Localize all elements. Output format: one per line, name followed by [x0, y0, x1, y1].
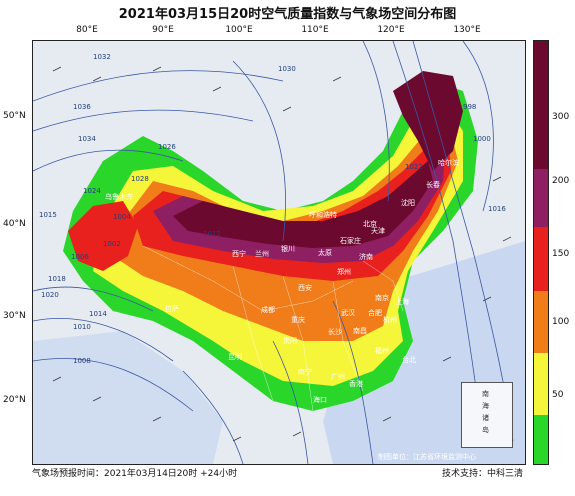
- isobar-label: 998: [463, 103, 476, 111]
- inset-label: 诸: [482, 414, 489, 422]
- city-label: 哈尔滨: [438, 158, 459, 167]
- city-label: 南昌: [353, 326, 367, 335]
- lon-tick: 120°E: [377, 25, 405, 35]
- city-label: 广州: [331, 372, 345, 381]
- lat-tick: 20°N: [3, 395, 26, 405]
- isobar-label: 1032: [93, 53, 111, 61]
- isobar-label: 1026: [158, 143, 176, 151]
- inset-label: 海: [482, 402, 489, 410]
- isobar-label: 1010: [73, 323, 91, 331]
- legend-label: 150: [552, 249, 570, 259]
- city-label: 石家庄: [340, 236, 361, 245]
- legend-label: 100: [552, 317, 570, 327]
- legend-segment-maroon: [534, 41, 548, 169]
- bay-of-bengal: [33, 331, 223, 464]
- city-label: 武汉: [341, 308, 355, 317]
- city-label: 太原: [318, 248, 332, 257]
- legend-label: 300: [552, 112, 570, 122]
- city-label: 郑州: [337, 268, 351, 276]
- isobar-lines: [33, 41, 514, 464]
- city-label: 天津: [371, 227, 385, 235]
- city-label: 兰州: [255, 249, 269, 258]
- isobar-label: 1036: [73, 103, 91, 111]
- isobar-label: 1004: [113, 213, 131, 221]
- isobar-label: 1000: [473, 135, 491, 143]
- isobar-label: 1014: [89, 310, 107, 318]
- city-label: 昆明: [228, 353, 242, 361]
- tech-support: 技术支持：中科三清: [441, 469, 523, 479]
- legend-segment-red: [534, 227, 548, 291]
- lon-tick: 110°E: [301, 25, 329, 35]
- producer-label: 制图单位：江苏省环境监测中心: [378, 452, 476, 461]
- city-label: 合肥: [368, 308, 382, 317]
- lat-tick: 30°N: [3, 311, 26, 321]
- isobar-label: 1028: [131, 175, 149, 183]
- city-label: 济南: [359, 252, 373, 261]
- map-title: 2021年03月15日20时空气质量指数与气象场空间分布图: [118, 7, 457, 22]
- lon-tick: 80°E: [76, 25, 98, 35]
- map-area: 1032 1036 1034 1026 1028 1024 1015 1004 …: [32, 40, 526, 465]
- forecast-time: 气象场预报时间：2021年03月14日20时 +24小时: [32, 469, 238, 479]
- south-china-sea-inset: 南 海 诸 岛: [461, 382, 513, 448]
- city-label: 上海: [395, 297, 409, 306]
- xinjiang-red: [68, 201, 138, 271]
- city-label: 海口: [313, 395, 327, 404]
- lon-tick: 90°E: [152, 25, 174, 35]
- isobar-label: 1018: [48, 275, 66, 283]
- legend-label: 50: [552, 390, 564, 400]
- province-borders: [142, 245, 404, 412]
- city-label: 乌鲁木齐: [105, 192, 133, 201]
- legend-segment-yellow: [534, 353, 548, 415]
- city-label: 香港: [349, 379, 363, 388]
- city-label: 西宁: [232, 249, 246, 258]
- isobar-label: 1024: [83, 187, 101, 195]
- isobar-label: 1022: [405, 163, 423, 171]
- isobar-label: 1015: [39, 211, 57, 219]
- city-label: 重庆: [291, 315, 305, 324]
- city-label: 福州: [375, 346, 389, 355]
- isobar-label: 1016: [488, 205, 506, 213]
- isobar-label: 1002: [103, 240, 121, 248]
- northeast-maroon: [393, 71, 463, 171]
- lon-tick: 130°E: [453, 25, 481, 35]
- legend-segment-purple: [534, 169, 548, 227]
- city-label: 南京: [375, 293, 389, 302]
- city-label: 南宁: [298, 367, 312, 376]
- aqi-legend-bar: [533, 40, 549, 465]
- isobar-label: 1008: [73, 357, 91, 365]
- isobar-label: 1030: [278, 65, 296, 73]
- city-label: 贵阳: [283, 336, 297, 345]
- city-label: 银川: [281, 244, 295, 253]
- isobar-label: 1012: [203, 230, 221, 238]
- city-label: 拉萨: [165, 304, 179, 313]
- isobar-label: 1020: [41, 291, 59, 299]
- wind-barbs: [52, 66, 512, 442]
- city-label: 长沙: [328, 327, 342, 336]
- lat-tick: 50°N: [3, 111, 26, 121]
- city-label: 长春: [426, 180, 440, 189]
- isobar-label: 1006: [71, 253, 89, 261]
- inset-label: 岛: [482, 426, 489, 434]
- lat-tick: 40°N: [3, 219, 26, 229]
- china-region-maroon: [173, 161, 433, 248]
- city-label: 西安: [298, 283, 312, 292]
- map-svg: 1032 1036 1034 1026 1028 1024 1015 1004 …: [33, 41, 525, 464]
- inset-label: 南: [482, 390, 489, 398]
- city-label: 台北: [402, 355, 416, 364]
- legend-segment-orange: [534, 291, 548, 353]
- legend-label: 200: [552, 176, 570, 186]
- lon-tick: 100°E: [225, 25, 253, 35]
- city-label: 成都: [261, 305, 275, 314]
- city-label: 呼和浩特: [309, 210, 337, 219]
- legend-segment-green: [534, 415, 548, 464]
- city-label: 沈阳: [401, 198, 415, 207]
- city-label: 杭州: [383, 315, 397, 324]
- isobar-label: 1034: [78, 135, 96, 143]
- city-label: 北京: [363, 219, 377, 228]
